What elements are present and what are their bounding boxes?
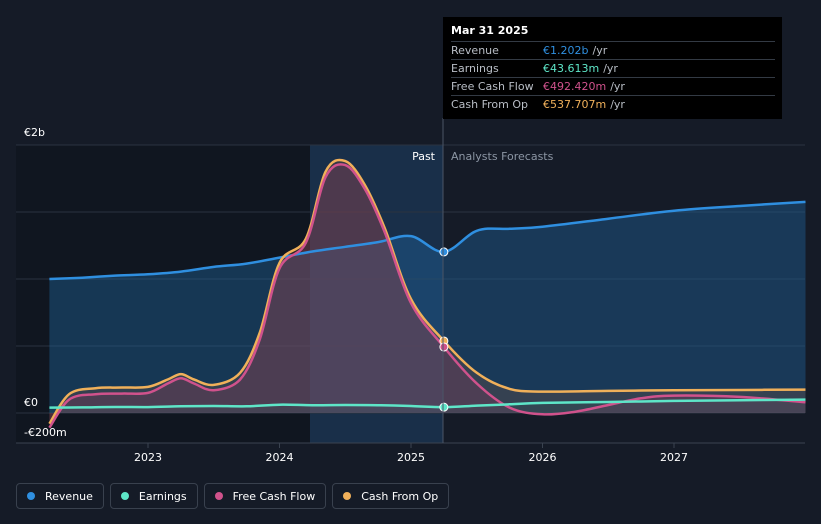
y-tick-label: €0 (24, 396, 38, 409)
tooltip-date: Mar 31 2025 (451, 24, 529, 37)
tooltip-row-unit: /yr (592, 44, 608, 57)
tooltip-row-value: €492.420m (543, 80, 607, 93)
past-highlight (310, 145, 443, 443)
tooltip-row-value: €43.613m (543, 62, 600, 75)
legend-item-cash-from-op[interactable]: Cash From Op (332, 483, 450, 509)
x-tick-label: 2024 (266, 451, 294, 464)
y-axis: €2b €0 -€200m (24, 126, 67, 439)
tooltip-row-unit: /yr (610, 80, 625, 93)
legend-dot-icon (214, 492, 223, 500)
tooltip-row: Cash From Op €537.707m/yr (451, 95, 775, 113)
legend-label: Revenue (45, 489, 93, 503)
legend-label: Free Cash Flow (232, 489, 316, 503)
revenue-area (49, 201, 806, 413)
series-lines (48, 158, 806, 429)
legend-label: Earnings (138, 489, 187, 503)
free-cash-flow-marker (439, 342, 449, 352)
legend: Revenue Earnings Free Cash Flow Cash From O… (16, 483, 450, 509)
legend-dot-icon (27, 492, 35, 500)
x-tick-label: 2025 (397, 451, 425, 464)
tooltip-row-value: €1.202b (543, 44, 589, 57)
x-tick-label: 2023 (134, 451, 162, 464)
tooltip-row-value: €537.707m (543, 98, 607, 111)
cash-from-op-line (48, 158, 806, 425)
legend-label: Cash From Op (361, 489, 439, 503)
tooltip-row: Free Cash Flow €492.420m/yr (451, 77, 775, 95)
tooltip-row-unit: /yr (603, 62, 618, 75)
y-tick-label: -€200m (24, 426, 67, 439)
tooltip-row: Earnings €43.613m/yr (451, 59, 775, 77)
legend-item-free-cash-flow[interactable]: Free Cash Flow (203, 483, 327, 509)
tooltip-row: Revenue €1.202b/yr (451, 41, 775, 59)
legend-item-earnings[interactable]: Earnings (109, 483, 198, 509)
past-label: Past (412, 150, 436, 163)
legend-dot-icon (120, 492, 129, 500)
forecast-label: Analysts Forecasts (451, 150, 554, 163)
legend-dot-icon (343, 492, 352, 500)
past-shade (16, 145, 310, 443)
y-tick-label: €2b (24, 126, 45, 139)
earnings-marker (439, 402, 449, 412)
x-tick-label: 2026 (529, 451, 557, 464)
legend-item-revenue[interactable]: Revenue (16, 483, 104, 509)
tooltip-row-unit: /yr (610, 98, 625, 111)
earnings-line (49, 398, 806, 409)
free-cash-flow-line (48, 163, 806, 429)
tooltip-row-label: Free Cash Flow (451, 80, 534, 93)
x-axis: 2023 2024 2025 2026 2027 (134, 443, 688, 464)
chart: Past Analysts Forecasts €2b €0 -€200m 2023… (16, 118, 806, 464)
series-markers (439, 247, 449, 412)
tooltip-row-label: Earnings (451, 62, 499, 75)
revenue-line (49, 200, 806, 281)
tooltip: Mar 31 2025 Revenue €1.202b/yr Earnings €43… (443, 17, 782, 119)
x-tick-label: 2027 (660, 451, 688, 464)
tooltip-row-label: Revenue (451, 44, 499, 57)
revenue-marker (439, 247, 449, 257)
tooltip-row-label: Cash From Op (451, 98, 529, 111)
